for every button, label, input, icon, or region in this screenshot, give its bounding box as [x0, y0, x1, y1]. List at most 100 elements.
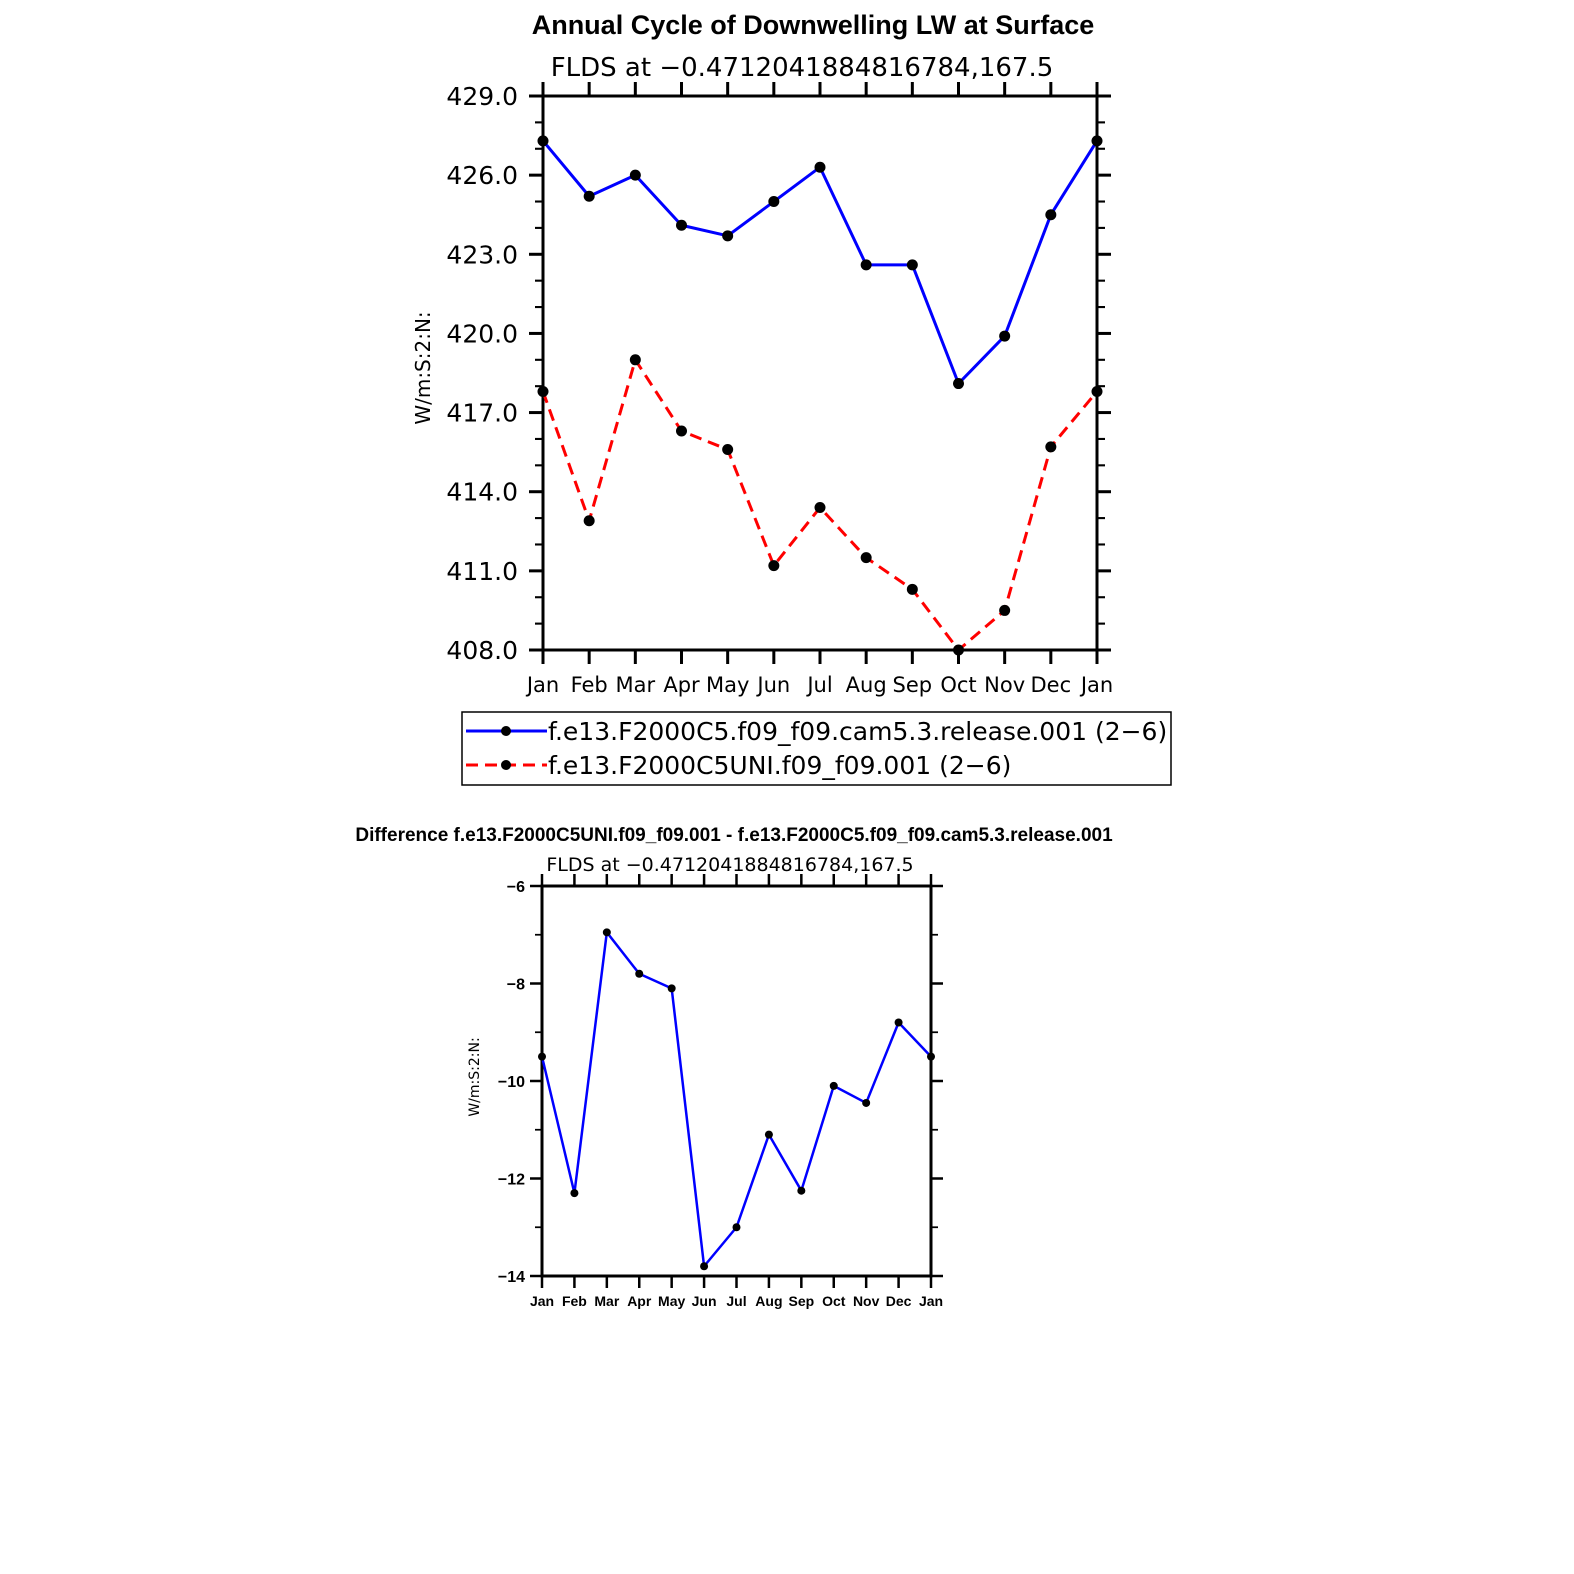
x-tick-label: Jul: [726, 1293, 746, 1309]
legend-marker-series-1: [501, 726, 511, 736]
x-tick-label: Sep: [788, 1293, 814, 1309]
series-1-point: [700, 1262, 709, 1271]
x-tick-label: Apr: [627, 1293, 652, 1309]
series-1-point: [537, 135, 549, 147]
series-1-point: [667, 984, 676, 993]
series-2-point: [583, 515, 595, 527]
x-tick-label: Mar: [594, 1293, 619, 1309]
y-tick-label: 417.0: [446, 399, 518, 428]
x-tick-label: Aug: [846, 673, 887, 697]
series-1-point: [732, 1223, 741, 1232]
series-2-point: [768, 560, 780, 572]
legend-marker-series-2: [501, 760, 511, 770]
x-tick-label: Jan: [525, 673, 559, 697]
x-tick-label: Jan: [1079, 673, 1113, 697]
series-1-point: [538, 1052, 546, 1061]
series-1-point: [999, 330, 1011, 342]
legend-label-series-1: f.e13.F2000C5.f09_f09.cam5.3.release.001…: [548, 717, 1167, 746]
series-1-point: [583, 190, 595, 202]
x-tick-label: Apr: [663, 673, 700, 697]
series-1-point: [570, 1189, 579, 1198]
x-tick-label: Feb: [571, 673, 608, 697]
y-tick-label: 408.0: [446, 636, 518, 665]
series-1-point: [927, 1052, 935, 1061]
y-tick-label: 411.0: [446, 557, 518, 586]
series-2-point: [537, 385, 549, 397]
difference-series: [538, 928, 935, 1271]
series-1-point: [1045, 209, 1057, 221]
series-1-point: [768, 196, 780, 208]
y-tick-label: 420.0: [446, 319, 518, 348]
data-series: [537, 135, 1103, 656]
series-2-point: [906, 583, 918, 595]
series-1-point: [676, 219, 687, 231]
series-2-point: [629, 354, 641, 366]
series-1-point: [635, 969, 644, 978]
series-2-point: [676, 425, 687, 437]
y-axis-label: W/m:S:2:N:: [411, 311, 435, 424]
y-tick-label: −6: [507, 879, 525, 896]
chart-title: Annual Cycle of Downwelling LW at Surfac…: [532, 10, 1095, 40]
x-tick-label: Dec: [1031, 673, 1072, 697]
x-tick-label: Feb: [562, 1293, 587, 1309]
difference-y-axis-label: W/m:S:2:N:: [467, 1037, 483, 1116]
difference-title: Difference f.e13.F2000C5UNI.f09_f09.001 …: [355, 825, 1113, 846]
series-1-point: [602, 928, 611, 937]
series-1-point: [862, 1098, 871, 1107]
x-tick-label: Jun: [692, 1293, 717, 1309]
x-tick-label: Nov: [984, 673, 1025, 697]
series-1-point: [829, 1081, 838, 1090]
series-1-point: [764, 1130, 773, 1139]
x-tick-label: Jul: [805, 673, 832, 697]
series-2-point: [1091, 385, 1103, 397]
axes: Jan Feb Mar Apr May Jun Jul Aug Sep Oct Nov Dec Jan 4…: [446, 82, 1113, 697]
series-1-point: [722, 230, 734, 242]
x-tick-label: Mar: [616, 673, 656, 697]
series-2-point: [860, 552, 872, 564]
x-tick-label: Sep: [893, 673, 933, 697]
legend-box: [461, 711, 1172, 786]
series-1-point: [860, 259, 872, 271]
series-1-point: [629, 169, 641, 181]
difference-axes: Jan Feb Mar Apr May Jun Jul Aug Sep Oct Nov Dec Jan−…: [498, 874, 943, 1309]
x-tick-label: Jan: [919, 1293, 943, 1309]
plot-frame: [540, 884, 933, 1278]
y-tick-label: −14: [498, 1269, 525, 1286]
x-tick-label: Dec: [886, 1293, 912, 1309]
y-tick-label: −12: [498, 1171, 525, 1188]
y-tick-label: −8: [507, 976, 525, 993]
chart-subtitle: FLDS at −0.4712041884816784,167.5: [551, 53, 1054, 83]
series-2-point: [722, 444, 734, 456]
y-tick-label: 426.0: [446, 161, 518, 190]
legend: f.e13.F2000C5.f09_f09.cam5.3.release.001…: [461, 711, 1172, 786]
series-1-point: [953, 378, 964, 390]
y-tick-label: −10: [498, 1074, 525, 1091]
x-tick-label: Oct: [822, 1293, 846, 1309]
y-tick-label: 414.0: [446, 478, 518, 507]
series-2-point: [999, 604, 1011, 616]
series-line-1: [541, 139, 1099, 386]
y-tick-label: 423.0: [446, 240, 518, 269]
series-2-point: [953, 644, 964, 656]
x-tick-label: Oct: [940, 673, 976, 697]
x-tick-label: May: [658, 1293, 685, 1309]
series-1-point: [797, 1186, 806, 1195]
series-2-point: [1045, 441, 1057, 453]
series-1-point: [814, 161, 826, 173]
series-1-point: [1091, 135, 1103, 147]
y-tick-label: 429.0: [446, 82, 518, 111]
series-2-point: [814, 502, 826, 514]
x-tick-label: Aug: [755, 1293, 782, 1309]
series-1-point: [894, 1018, 903, 1027]
difference-subtitle: FLDS at −0.4712041884816784,167.5: [546, 854, 913, 876]
x-tick-label: Nov: [853, 1293, 880, 1309]
series-line-1: [540, 931, 932, 1268]
series-1-point: [906, 259, 918, 271]
difference-chart: Difference f.e13.F2000C5UNI.f09_f09.001 …: [355, 825, 1113, 1309]
x-tick-label: Jun: [755, 673, 790, 697]
x-tick-label: Jan: [530, 1293, 554, 1309]
x-tick-label: May: [706, 673, 749, 697]
legend-label-series-2: f.e13.F2000C5UNI.f09_f09.001 (2−6): [548, 751, 1011, 780]
annual-cycle-chart: Annual Cycle of Downwelling LW at Surfac…: [411, 10, 1172, 786]
